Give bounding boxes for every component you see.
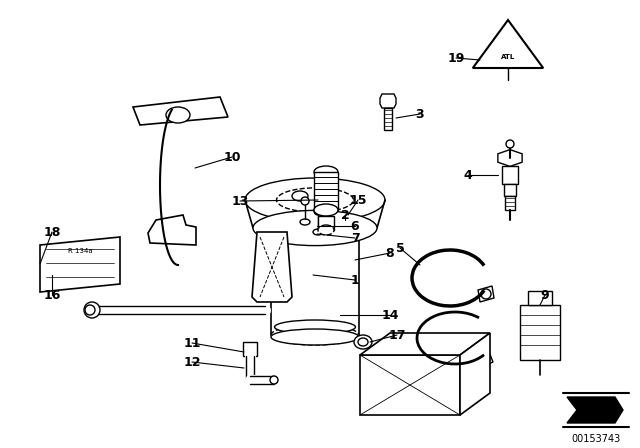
Polygon shape — [360, 333, 490, 355]
Polygon shape — [460, 333, 490, 415]
Text: 13: 13 — [231, 194, 249, 207]
Text: 6: 6 — [351, 220, 359, 233]
Bar — [528, 291, 552, 305]
Bar — [384, 108, 392, 130]
Polygon shape — [473, 20, 543, 68]
Text: 1: 1 — [351, 273, 360, 287]
Polygon shape — [148, 215, 196, 245]
Polygon shape — [252, 232, 292, 302]
Text: 7: 7 — [351, 232, 360, 245]
Ellipse shape — [314, 166, 338, 178]
Ellipse shape — [270, 376, 278, 384]
Bar — [504, 184, 516, 196]
Text: 18: 18 — [44, 225, 61, 238]
Ellipse shape — [84, 302, 100, 318]
Bar — [520, 305, 560, 360]
Polygon shape — [475, 352, 493, 368]
Text: 8: 8 — [386, 246, 394, 259]
Ellipse shape — [271, 325, 359, 345]
Ellipse shape — [313, 229, 323, 235]
Text: 14: 14 — [381, 309, 399, 322]
Polygon shape — [380, 94, 396, 108]
Ellipse shape — [354, 335, 372, 349]
Text: ATL: ATL — [501, 54, 515, 60]
Ellipse shape — [314, 204, 338, 216]
Bar — [502, 166, 518, 184]
Text: 19: 19 — [447, 52, 465, 65]
Ellipse shape — [318, 225, 334, 235]
Polygon shape — [40, 237, 120, 292]
Ellipse shape — [166, 107, 190, 123]
Ellipse shape — [275, 320, 355, 334]
Ellipse shape — [322, 191, 338, 201]
Ellipse shape — [506, 140, 514, 148]
Ellipse shape — [481, 289, 491, 299]
Text: 5: 5 — [396, 241, 404, 254]
Polygon shape — [498, 150, 522, 166]
Text: 15: 15 — [349, 194, 367, 207]
Ellipse shape — [358, 338, 368, 346]
Ellipse shape — [85, 305, 95, 315]
Polygon shape — [567, 397, 623, 423]
Bar — [318, 216, 334, 230]
Ellipse shape — [300, 219, 310, 225]
Ellipse shape — [301, 197, 309, 205]
Ellipse shape — [314, 207, 322, 215]
Bar — [314, 172, 338, 210]
Polygon shape — [360, 355, 460, 415]
Ellipse shape — [271, 329, 359, 345]
Bar — [505, 196, 515, 210]
Ellipse shape — [276, 188, 353, 212]
Text: 9: 9 — [541, 289, 549, 302]
Text: 17: 17 — [388, 328, 406, 341]
Ellipse shape — [253, 211, 377, 246]
Text: R 134a: R 134a — [68, 248, 92, 254]
Text: 2: 2 — [340, 208, 349, 221]
Text: 16: 16 — [44, 289, 61, 302]
Polygon shape — [478, 286, 494, 302]
Text: 00153743: 00153743 — [572, 434, 621, 444]
Polygon shape — [133, 97, 228, 125]
Text: 3: 3 — [416, 108, 424, 121]
Text: 11: 11 — [183, 336, 201, 349]
Ellipse shape — [292, 191, 308, 201]
Text: 4: 4 — [463, 168, 472, 181]
Ellipse shape — [245, 178, 385, 222]
Text: 10: 10 — [223, 151, 241, 164]
Text: 12: 12 — [183, 356, 201, 369]
Bar — [243, 342, 257, 356]
Ellipse shape — [271, 195, 359, 215]
